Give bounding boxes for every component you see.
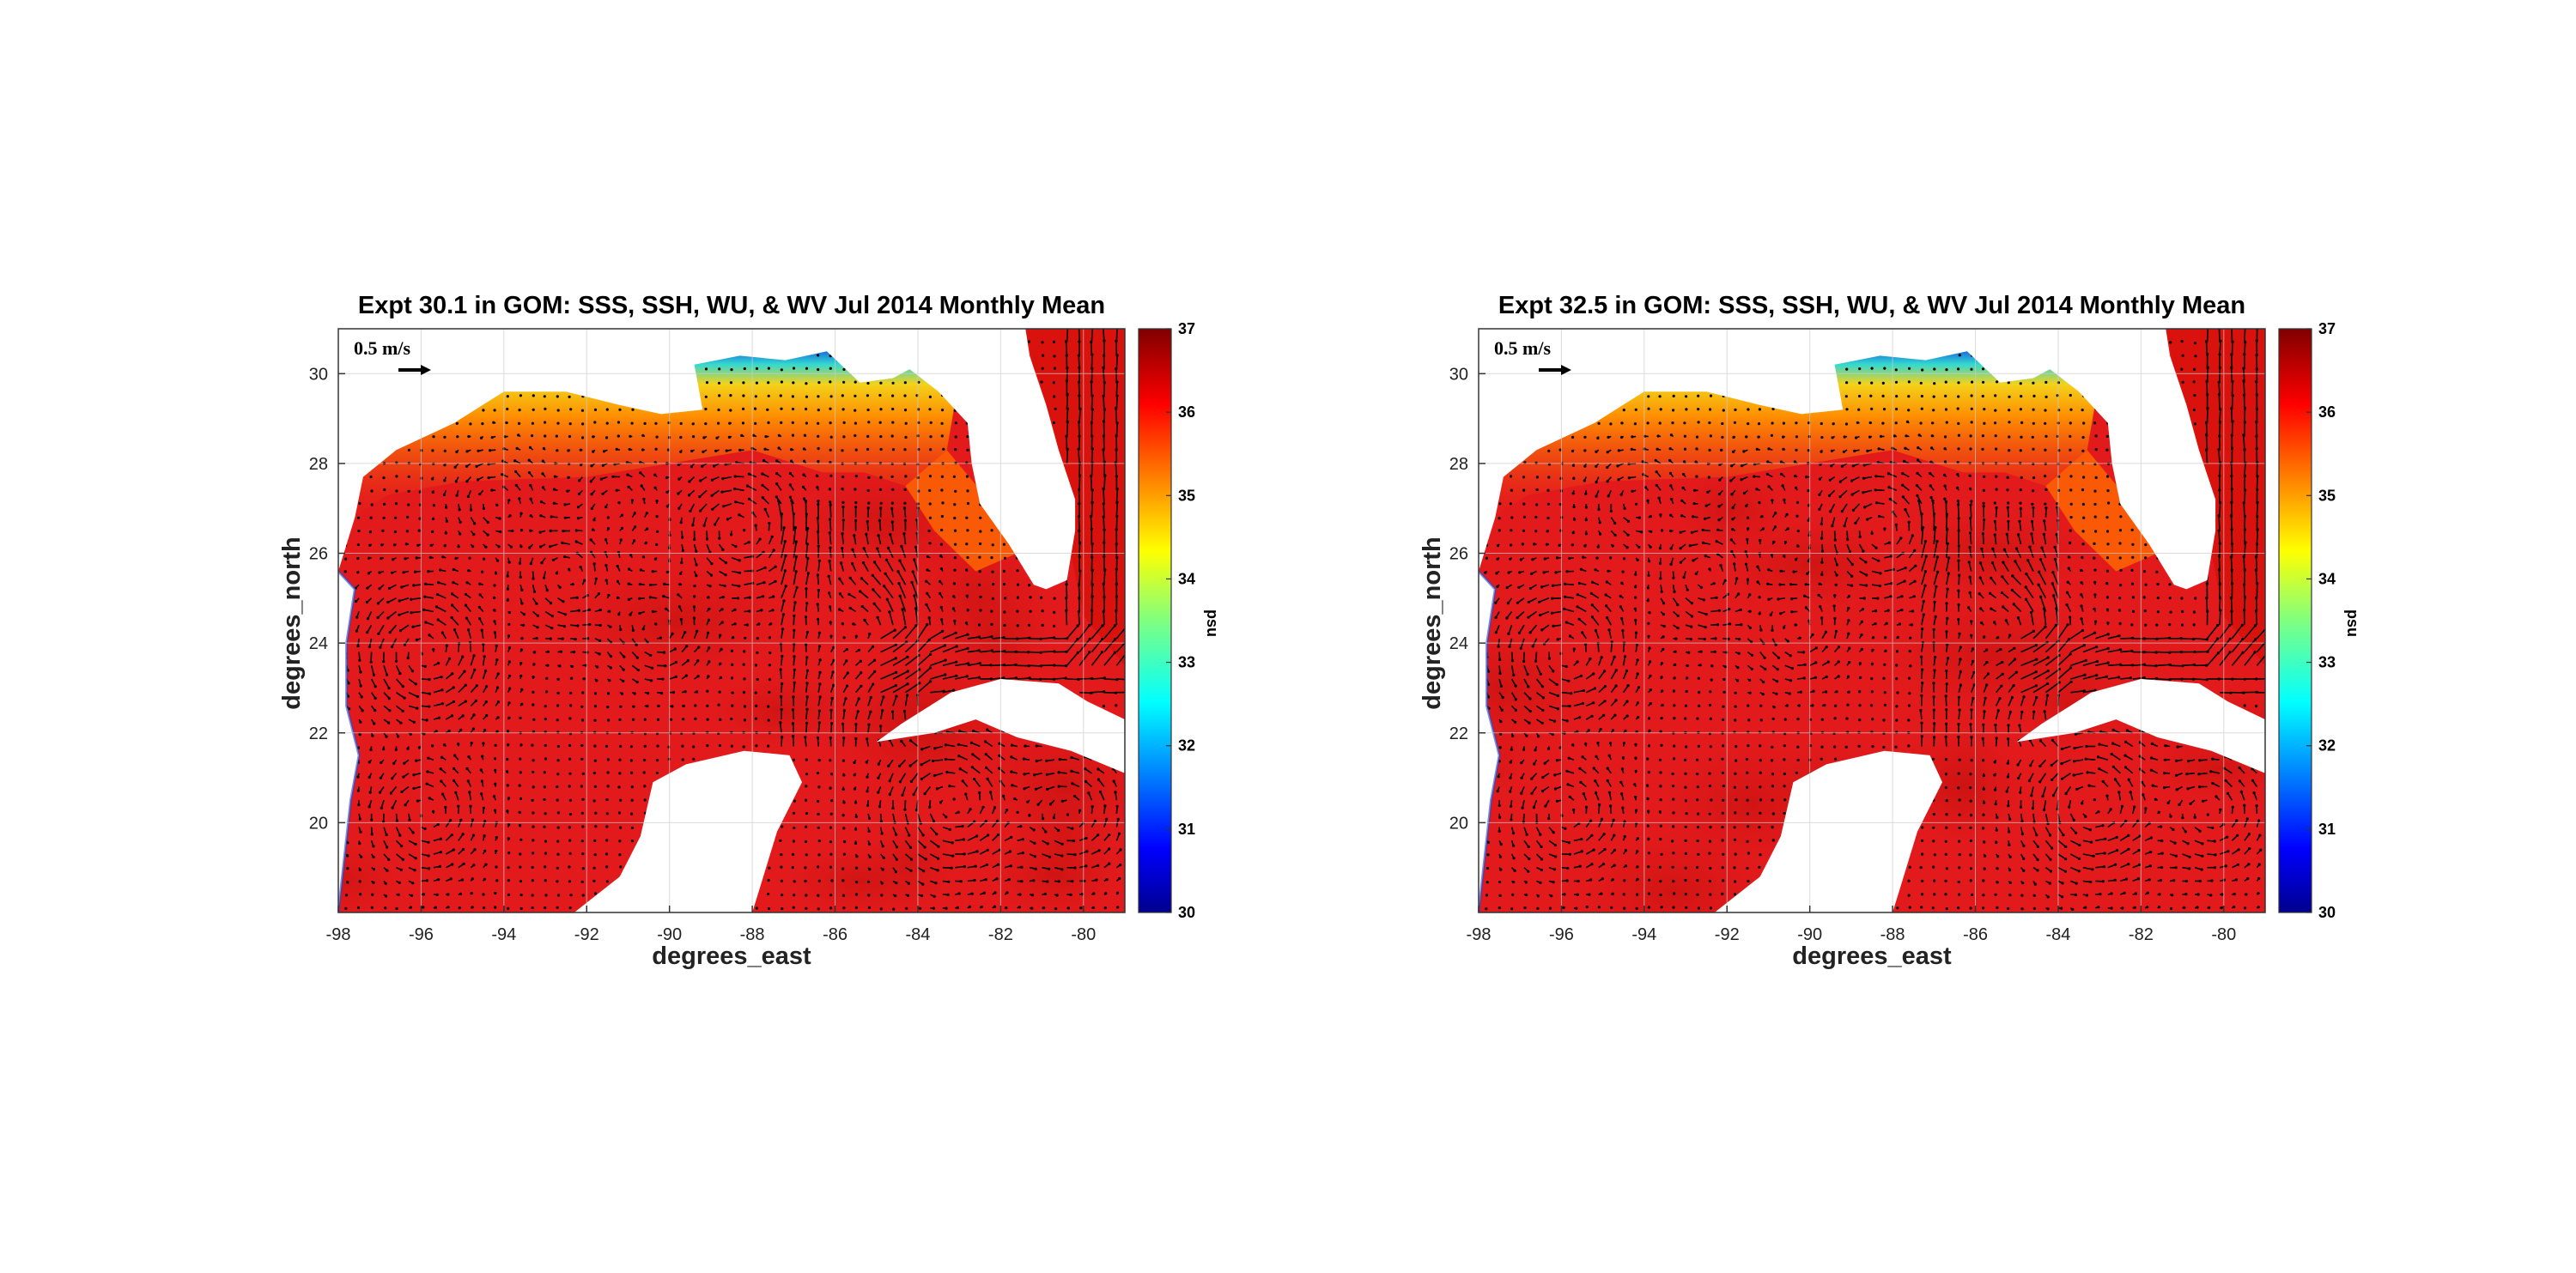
x-tick-label: -92: [574, 925, 599, 944]
colorbar: 30 31 32 33 34 35 36 37: [1138, 320, 1195, 921]
y-tick-label: 20: [309, 814, 328, 833]
colorbar-tick-label: 33: [1178, 654, 1195, 671]
panel-title: Expt 30.1 in GOM: SSS, SSH, WU, & WV Jul…: [358, 292, 1105, 319]
colorbar-tick-label: 36: [1178, 403, 1195, 421]
reference-vector-label: 0.5 m/s: [354, 337, 410, 359]
x-tick-label: -84: [905, 925, 930, 944]
y-tick-label: 20: [1449, 814, 1468, 833]
y-tick-label: 30: [1449, 365, 1468, 384]
y-tick-label: 24: [309, 634, 328, 653]
colorbar-ramp: [2278, 328, 2312, 913]
y-tick-label: 28: [1449, 455, 1468, 474]
x-tick-label: -86: [1963, 925, 1988, 944]
colorbar-ramp: [1138, 328, 1172, 913]
reference-vector-arrowhead: [1561, 365, 1571, 375]
x-tick-label: -82: [2129, 925, 2154, 944]
y-tick-label: 22: [1449, 724, 1468, 743]
current-vectors: [343, 329, 1125, 911]
colorbar-tick-label: 36: [2318, 403, 2336, 421]
colorbar-tick-label: 31: [2318, 821, 2336, 838]
current-vectors: [1484, 329, 2265, 912]
reference-vector-arrowhead: [421, 365, 431, 375]
colorbar-tick-label: 30: [1178, 904, 1195, 921]
x-tick-label: -86: [823, 925, 848, 944]
x-tick-label: -96: [1549, 925, 1574, 944]
colorbar-tick-label: 33: [2318, 654, 2336, 671]
x-tick-label: -98: [326, 925, 351, 944]
map-panel-right: Expt 32.5 in GOM: SSS, SSH, WU, & WV Jul…: [1419, 292, 2361, 970]
x-tick-label: -98: [1467, 925, 1492, 944]
colorbar: 30 31 32 33 34 35 36 37: [2278, 320, 2336, 921]
y-tick-label: 30: [309, 365, 328, 384]
x-tick-label: -88: [740, 925, 765, 944]
colorbar-unit-label: psu: [2344, 609, 2361, 637]
x-tick-label: -80: [2211, 925, 2236, 944]
x-tick-label: -80: [1071, 925, 1096, 944]
colorbar-tick-label: 32: [1178, 737, 1195, 755]
x-tick-label: -84: [2045, 925, 2070, 944]
land-yucatan: [574, 750, 802, 912]
x-tick-labels: -98 -96 -94 -92 -90 -88 -86 -84 -82 -80: [1467, 906, 2236, 944]
map-plot-area: [1478, 328, 2266, 913]
x-tick-labels: -98 -96 -94 -92 -90 -88 -86 -84 -82 -80: [326, 906, 1096, 944]
panel-title: Expt 32.5 in GOM: SSS, SSH, WU, & WV Jul…: [1498, 292, 2245, 319]
land-mask: [1479, 329, 2265, 912]
x-tick-label: -88: [1880, 925, 1905, 944]
plot-frame: [1478, 328, 2266, 913]
y-tick-label: 22: [309, 724, 328, 743]
x-tick-label: -92: [1715, 925, 1740, 944]
x-axis-label: degrees_east: [1792, 943, 1952, 970]
y-tick-label: 26: [309, 545, 328, 564]
colorbar-unit-label: psu: [1204, 609, 1221, 637]
land-mexico-coast: [1479, 571, 1500, 912]
x-tick-label: -94: [1631, 925, 1656, 944]
y-tick-label: 26: [1449, 545, 1468, 564]
colorbar-tick-label: 37: [1178, 320, 1195, 337]
x-tick-label: -96: [409, 925, 434, 944]
y-tick-label: 28: [309, 455, 328, 474]
colorbar-tick-label: 30: [2318, 904, 2336, 921]
map-panel-left: Expt 30.1 in GOM: SSS, SSH, WU, & WV Jul…: [278, 292, 1221, 970]
y-tick-label: 24: [1449, 634, 1468, 653]
land-north-america: [1479, 329, 2216, 590]
land-north-america: [338, 329, 1076, 590]
reference-vector-label: 0.5 m/s: [1494, 337, 1551, 359]
y-axis-label: degrees_north: [278, 536, 306, 709]
x-axis-label: degrees_east: [652, 943, 811, 970]
colorbar-tick-label: 34: [1178, 570, 1195, 587]
x-tick-label: -90: [657, 925, 682, 944]
y-tick-labels: 20 22 24 26 28 30: [1449, 365, 1485, 833]
land-mexico-coast: [338, 571, 360, 912]
x-tick-label: -90: [1797, 925, 1822, 944]
colorbar-tick-label: 35: [1178, 487, 1195, 504]
x-tick-label: -94: [491, 925, 516, 944]
map-plot-area: [337, 328, 1126, 913]
y-axis-label: degrees_north: [1419, 536, 1446, 709]
colorbar-tick-label: 34: [2318, 570, 2336, 587]
colorbar-tick-label: 32: [2318, 737, 2336, 755]
y-tick-labels: 20 22 24 26 28 30: [309, 365, 345, 833]
plot-frame: [337, 328, 1126, 913]
x-tick-label: -82: [988, 925, 1013, 944]
grid-lines: [338, 329, 1125, 912]
land-yucatan: [1714, 750, 1942, 912]
colorbar-tick-label: 31: [1178, 821, 1195, 838]
grid-lines: [1479, 329, 2265, 912]
colorbar-tick-label: 37: [2318, 320, 2336, 337]
colorbar-tick-label: 35: [2318, 487, 2336, 504]
